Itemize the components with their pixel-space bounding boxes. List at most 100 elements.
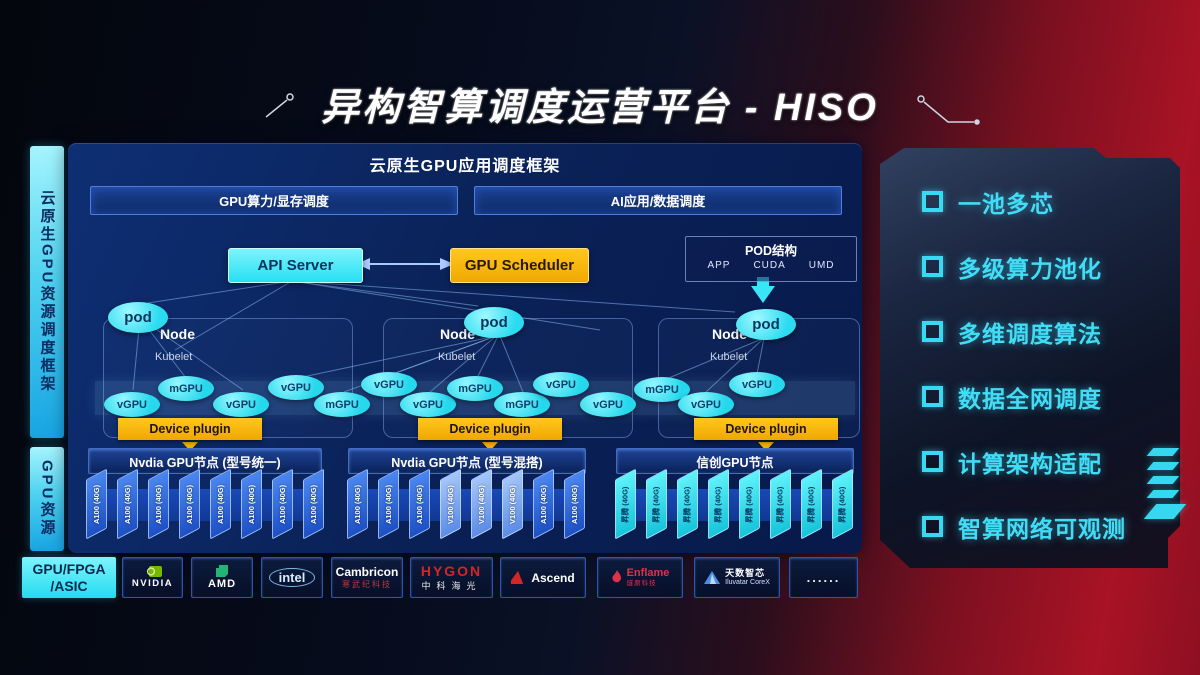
gpu-card: A100 (40G)	[303, 468, 324, 540]
enflame-logo-icon	[611, 570, 621, 583]
sidebar-gpu-resources: GPU资源	[30, 447, 64, 551]
gpu-ellipse: vGPU	[678, 392, 734, 417]
ascend-logo-icon	[511, 571, 524, 584]
gpu-ellipse: vGPU	[580, 392, 636, 417]
feature-item: 计算架构适配	[922, 448, 1126, 477]
vendor-cambricon: Cambricon 寒武纪科技	[331, 557, 403, 598]
gpu-card: 昇腾 (40G)	[832, 468, 853, 540]
gpu-card: 昇腾 (40G)	[677, 468, 698, 540]
gpu-ellipse: mGPU	[314, 392, 370, 417]
gpu-card: A100 (40G)	[148, 468, 169, 540]
gpu-cards-group-3: 昇腾 (40G) 昇腾 (40G) 昇腾 (40G) 昇腾 (40G) 昇腾 (…	[615, 468, 853, 546]
vendor-intel: intel	[261, 557, 323, 598]
vendor-amd: AMD	[191, 557, 253, 598]
gpu-card: A100 (40G)	[378, 468, 399, 540]
iluvatar-logo-icon	[704, 570, 721, 584]
gpu-card: A100 (40G)	[241, 468, 262, 540]
square-bullet-icon	[922, 516, 943, 537]
pod-structure-box: POD结构 APP CUDA UMD	[685, 236, 857, 282]
gpu-ellipse: vGPU	[400, 392, 456, 417]
page-title: 异构智算调度运营平台 - HISO	[321, 87, 879, 129]
tab-ai-data-scheduling: AI应用/数据调度	[474, 186, 842, 215]
sidebar-scheduling-framework: 云原生GPU资源调度框架	[30, 146, 64, 438]
gpu-card: V100 (40G)	[440, 468, 461, 540]
gpu-card: A100 (40G)	[347, 468, 368, 540]
sidebar-scheduling-label: 云原生GPU资源调度框架	[38, 190, 56, 394]
pod-item-cuda: CUDA	[753, 260, 786, 271]
gpu-cards-group-2: A100 (40G) A100 (40G) A100 (40G) V100 (4…	[347, 468, 585, 546]
gpu-card: A100 (40G)	[272, 468, 293, 540]
kubelet-2-label: Kubelet	[438, 351, 476, 363]
gpu-card: A100 (40G)	[533, 468, 554, 540]
framework-header: 云原生GPU应用调度框架	[369, 158, 561, 175]
amd-logo-icon	[216, 565, 228, 577]
gpu-card: A100 (40G)	[117, 468, 138, 540]
feature-panel: 一池多芯 多级算力池化 多维调度算法 数据全网调度 计算架构适配 智算网络可观测	[880, 148, 1180, 568]
node-1-label: Node	[160, 326, 195, 342]
device-plugin-2: Device plugin	[418, 418, 562, 440]
gpu-card: 昇腾 (40G)	[739, 468, 760, 540]
gpu-ellipse: vGPU	[213, 392, 269, 417]
gpu-card: V100 (40G)	[471, 468, 492, 540]
gpu-group-2-header: Nvdia GPU节点 (型号混搭)	[348, 448, 586, 474]
vendor-enflame: Enflame 燧原科技	[597, 557, 683, 598]
vendor-ascend: Ascend	[500, 557, 586, 598]
kubelet-3-label: Kubelet	[710, 351, 748, 363]
square-bullet-icon	[922, 321, 943, 342]
intel-logo-icon: intel	[268, 568, 316, 587]
gpu-ellipse: mGPU	[447, 376, 503, 401]
gpu-cards-group-1: A100 (40G) A100 (40G) A100 (40G) A100 (4…	[86, 468, 324, 546]
feature-item: 多维调度算法	[922, 318, 1126, 347]
gpu-card: 昇腾 (40G)	[615, 468, 636, 540]
feature-item: 智算网络可观测	[922, 513, 1126, 542]
down-arrow-icon	[758, 442, 774, 451]
gpu-group-1-header: Nvdia GPU节点 (型号统一)	[88, 448, 322, 474]
pod-item-app: APP	[707, 260, 731, 271]
vendor-more: ......	[789, 557, 858, 598]
gpu-ellipse: vGPU	[533, 372, 589, 397]
sidebar-gpu-label: GPU资源	[38, 460, 56, 538]
down-arrow-icon	[182, 442, 198, 451]
gpu-scheduler-box: GPU Scheduler	[450, 248, 589, 283]
square-bullet-icon	[922, 386, 943, 407]
kubelet-1-label: Kubelet	[155, 351, 193, 363]
device-plugin-1: Device plugin	[118, 418, 262, 440]
gpu-card: A100 (40G)	[86, 468, 107, 540]
pod-item-umd: UMD	[808, 260, 835, 271]
tab-gpu-compute-scheduling: GPU算力/显存调度	[90, 186, 458, 215]
down-arrow-icon	[482, 442, 498, 451]
gpu-ellipse: mGPU	[494, 392, 550, 417]
square-bullet-icon	[922, 191, 943, 212]
device-plugin-3: Device plugin	[694, 418, 838, 440]
gpu-card: A100 (40G)	[210, 468, 231, 540]
gpu-card: 昇腾 (40G)	[646, 468, 667, 540]
feature-item: 多级算力池化	[922, 253, 1126, 282]
hazard-stripes-decoration	[1143, 448, 1187, 519]
api-server-box: API Server	[228, 248, 363, 283]
gpu-card: A100 (40G)	[564, 468, 585, 540]
pod-3: pod	[736, 309, 796, 340]
feature-item: 一池多芯	[922, 188, 1126, 217]
gpu-ellipse: vGPU	[104, 392, 160, 417]
gpu-card: 昇腾 (40G)	[801, 468, 822, 540]
gpu-card: V100 (40G)	[502, 468, 523, 540]
gpu-card: 昇腾 (40G)	[708, 468, 729, 540]
vendor-hygon: HYGON 中科海光	[410, 557, 493, 598]
square-bullet-icon	[922, 256, 943, 277]
vendor-label-box: GPU/FPGA /ASIC	[22, 557, 116, 598]
gpu-ellipse: vGPU	[729, 372, 785, 397]
gpu-ellipse: vGPU	[361, 372, 417, 397]
gpu-ellipse: mGPU	[158, 376, 214, 401]
square-bullet-icon	[922, 451, 943, 472]
pod-2: pod	[464, 307, 524, 338]
pod-structure-title: POD结构	[744, 244, 798, 258]
vendor-nvidia: NVIDIA	[122, 557, 183, 598]
gpu-card: A100 (40G)	[179, 468, 200, 540]
nvidia-logo-icon	[146, 566, 162, 577]
gpu-card: 昇腾 (40G)	[770, 468, 791, 540]
gpu-group-3-header: 信创GPU节点	[616, 448, 854, 474]
gpu-card: A100 (40G)	[409, 468, 430, 540]
vendor-iluvatar: 天数智芯 Iluvatar CoreX	[694, 557, 780, 598]
pod-1: pod	[108, 302, 168, 333]
